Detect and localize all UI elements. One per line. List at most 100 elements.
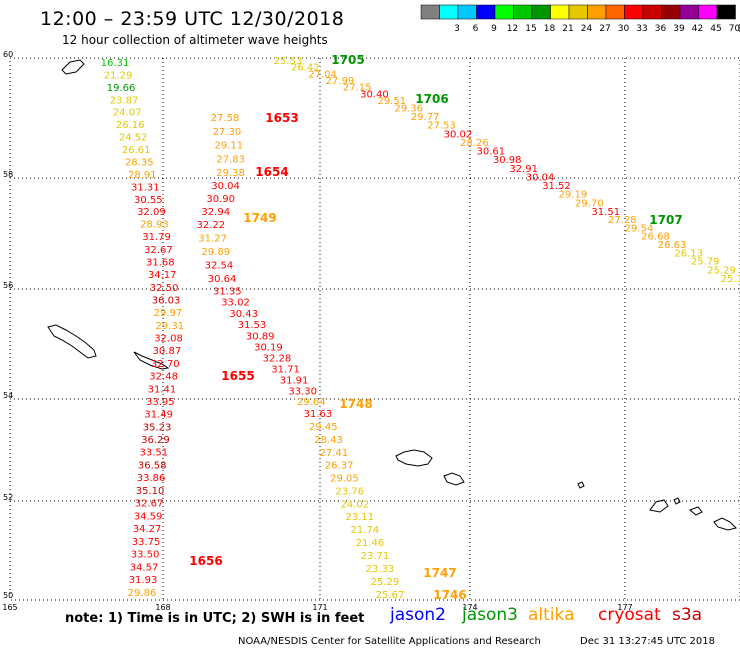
wave-height-value: 29.54 (625, 223, 654, 234)
legend-swatch (531, 4, 551, 20)
wave-height-value: 33.50 (131, 550, 160, 561)
wave-height-value: 32.70 (151, 359, 180, 370)
wave-height-value: 32.94 (201, 207, 230, 218)
wave-height-value: 33.51 (140, 448, 169, 459)
wave-height-value: 33.30 (288, 386, 317, 397)
page-title: 12:00 – 23:59 UTC 12/30/2018 (40, 8, 345, 30)
wave-height-value: 28.91 (128, 170, 157, 181)
wave-height-value: 30.55 (134, 195, 163, 206)
wave-height-value: 26.13 (674, 248, 703, 259)
wave-height-value: 30.04 (526, 172, 555, 183)
legend-tick-label: 39 (673, 24, 685, 34)
legend-swatch (439, 4, 459, 20)
lon-tick-label: 165 (2, 603, 17, 612)
footer-date: Dec 31 13:27:45 UTC 2018 (580, 636, 715, 647)
wave-height-value: 31.52 (542, 181, 571, 192)
wave-height-value: 24.02 (341, 499, 370, 510)
wave-height-value: 21.46 (356, 538, 385, 549)
wave-height-value: 26.61 (122, 145, 151, 156)
lat-lon-grid: 60 58 56 54 52 50 165 168 171 174 177 (2, 50, 740, 612)
wave-height-value: 30.61 (477, 147, 506, 158)
wave-height-value: 34.27 (133, 524, 162, 535)
legend-tick-label: 15 (525, 24, 536, 34)
legend-swatch (605, 4, 625, 20)
lat-tick-label: 58 (3, 170, 13, 179)
satellite-name-jason2: jason2 (390, 605, 446, 625)
legend-swatch (698, 4, 718, 20)
wave-height-value: 25.10 (721, 274, 740, 285)
lat-tick-label: 50 (3, 591, 13, 600)
coastline-rat-islands-3 (713, 517, 737, 531)
coastline-bering-island (47, 324, 97, 359)
legend-swatch (568, 4, 588, 20)
wave-height-value: 34.59 (134, 511, 163, 522)
wave-height-value: 32.54 (205, 260, 234, 271)
wave-height-value: 29.77 (411, 112, 440, 123)
wave-height-value: 27.28 (608, 215, 637, 226)
footer-note: note: 1) Time is in UTC; 2) SWH is in fe… (65, 611, 365, 626)
wave-height-value: 29.19 (559, 190, 588, 201)
wave-height-value: 28.43 (314, 435, 343, 446)
pass-time-label: 1706 (415, 92, 448, 106)
wave-height-value: 32.28 (263, 353, 292, 364)
wave-height-value: 34.57 (130, 562, 159, 573)
coastline-rat-islands-1 (649, 499, 669, 513)
wave-height-value: 30.19 (254, 343, 283, 354)
wave-height-value: 36.29 (141, 435, 170, 446)
wave-height-value: 30.40 (360, 89, 389, 100)
wave-height-value: 32.09 (137, 207, 166, 218)
satellite-name-altika: altika (528, 605, 575, 625)
legend-tick-label: 36 (655, 24, 667, 34)
wave-height-value: 16.31 (101, 58, 130, 69)
wave-height-value: 25.53 (274, 56, 303, 67)
satellite-name-cryosat: cryosat (598, 605, 661, 625)
wave-height-value: 23.33 (366, 564, 395, 575)
wave-height-value: 27.04 (308, 69, 337, 80)
wave-height-value: 30.98 (493, 155, 522, 166)
wave-height-value: 26.42 (291, 63, 320, 74)
wave-height-value: 31.35 (213, 286, 242, 297)
wave-height-value: 25.29 (371, 577, 400, 588)
lat-tick-label: 54 (3, 391, 13, 400)
footer-credit: NOAA/NESDIS Center for Satellite Applica… (238, 636, 541, 647)
pass-time-label: 1707 (649, 213, 682, 227)
wave-height-value: 30.02 (444, 129, 473, 140)
wave-height-value: 31.53 (238, 320, 267, 331)
pass-time-label: 1653 (265, 111, 298, 125)
wave-height-value: 32.67 (144, 245, 173, 256)
legend-swatch (476, 4, 496, 20)
legend-swatch (716, 4, 736, 20)
wave-height-value: 31.49 (144, 410, 173, 421)
lat-tick-label: 52 (3, 493, 13, 502)
legend-tick-label: 3 (454, 24, 460, 34)
wave-height-value: 23.71 (361, 551, 390, 562)
wave-height-value: 33.86 (137, 473, 166, 484)
wave-height-value: 25.79 (691, 257, 720, 268)
legend-unit: (ft) (738, 24, 740, 34)
wave-height-value: 28.93 (140, 220, 169, 231)
wave-height-value: 32.67 (135, 499, 164, 510)
satellite-name-jason3: jason3 (462, 605, 518, 625)
legend-tick-label: 33 (636, 24, 647, 34)
coastline-near-islands-rock (577, 481, 585, 489)
wave-height-value: 21.74 (351, 525, 380, 536)
satellite-name-s3a: s3a (672, 605, 703, 625)
pass-time-labels: 1705 1706 1707 1653 1654 1655 1656 1749 1748 1747… (189, 53, 682, 602)
wave-height-value: 31.91 (280, 375, 309, 386)
wave-height-value: 33.95 (146, 397, 175, 408)
wave-height-value: 27.83 (216, 154, 245, 165)
wave-height-value: 29.70 (575, 198, 604, 209)
wave-height-value: 24.07 (113, 108, 142, 119)
wave-height-value: 31.93 (129, 575, 158, 586)
wave-height-value: 29.64 (297, 397, 326, 408)
wave-height-value: 30.87 (153, 346, 182, 357)
page-subtitle: 12 hour collection of altimeter wave hei… (62, 33, 328, 47)
wave-height-value: 25.67 (376, 590, 405, 601)
wave-height-value: 33.02 (221, 298, 250, 309)
legend-swatch (624, 4, 644, 20)
legend-tick-label: 12 (507, 24, 518, 34)
wave-height-value: 29.11 (214, 141, 243, 152)
legend-tick-label: 27 (599, 24, 610, 34)
wave-height-value: 23.76 (335, 486, 364, 497)
